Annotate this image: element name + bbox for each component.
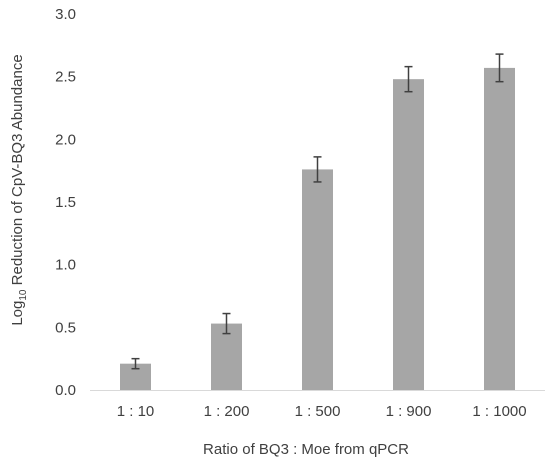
y-tick-label: 0.5 <box>55 319 76 336</box>
x-axis-title: Ratio of BQ3 : Moe from qPCR <box>203 441 409 458</box>
y-axis-title-rest: Reduction of CpV-BQ3 Abundance <box>9 54 26 289</box>
bar <box>393 79 424 390</box>
y-axis-title-subscript: 10 <box>18 289 29 301</box>
x-tick-label: 1 : 900 <box>386 403 432 420</box>
y-tick-label: 0.0 <box>55 382 76 399</box>
y-tick-label: 1.5 <box>55 194 76 211</box>
x-tick-label: 1 : 500 <box>295 403 341 420</box>
bars <box>120 67 515 390</box>
error-bar <box>131 357 140 370</box>
error-bar <box>313 156 322 183</box>
x-tick-labels: 1 : 10 1 : 200 1 : 500 1 : 900 1 : 1000 <box>117 403 527 420</box>
y-tick-label: 2.5 <box>55 69 76 86</box>
x-tick-label: 1 : 1000 <box>472 403 526 420</box>
y-tick-label: 3.0 <box>55 6 76 23</box>
y-tick-label: 1.0 <box>55 257 76 274</box>
x-tick-label: 1 : 10 <box>117 403 155 420</box>
error-bar <box>495 53 504 83</box>
error-bars <box>131 53 504 370</box>
bar <box>302 169 333 390</box>
y-tick-labels: 0.0 0.5 1.0 1.5 2.0 2.5 3.0 <box>55 6 76 399</box>
x-tick-label: 1 : 200 <box>204 403 250 420</box>
error-bar <box>222 312 231 335</box>
error-bar <box>404 65 413 93</box>
bar <box>484 67 515 390</box>
y-tick-label: 2.0 <box>55 131 76 148</box>
bar <box>211 323 242 390</box>
y-axis-title: Log10 Reduction of CpV-BQ3 Abundance <box>9 54 29 325</box>
y-axis-title-prefix: Log <box>9 301 26 326</box>
